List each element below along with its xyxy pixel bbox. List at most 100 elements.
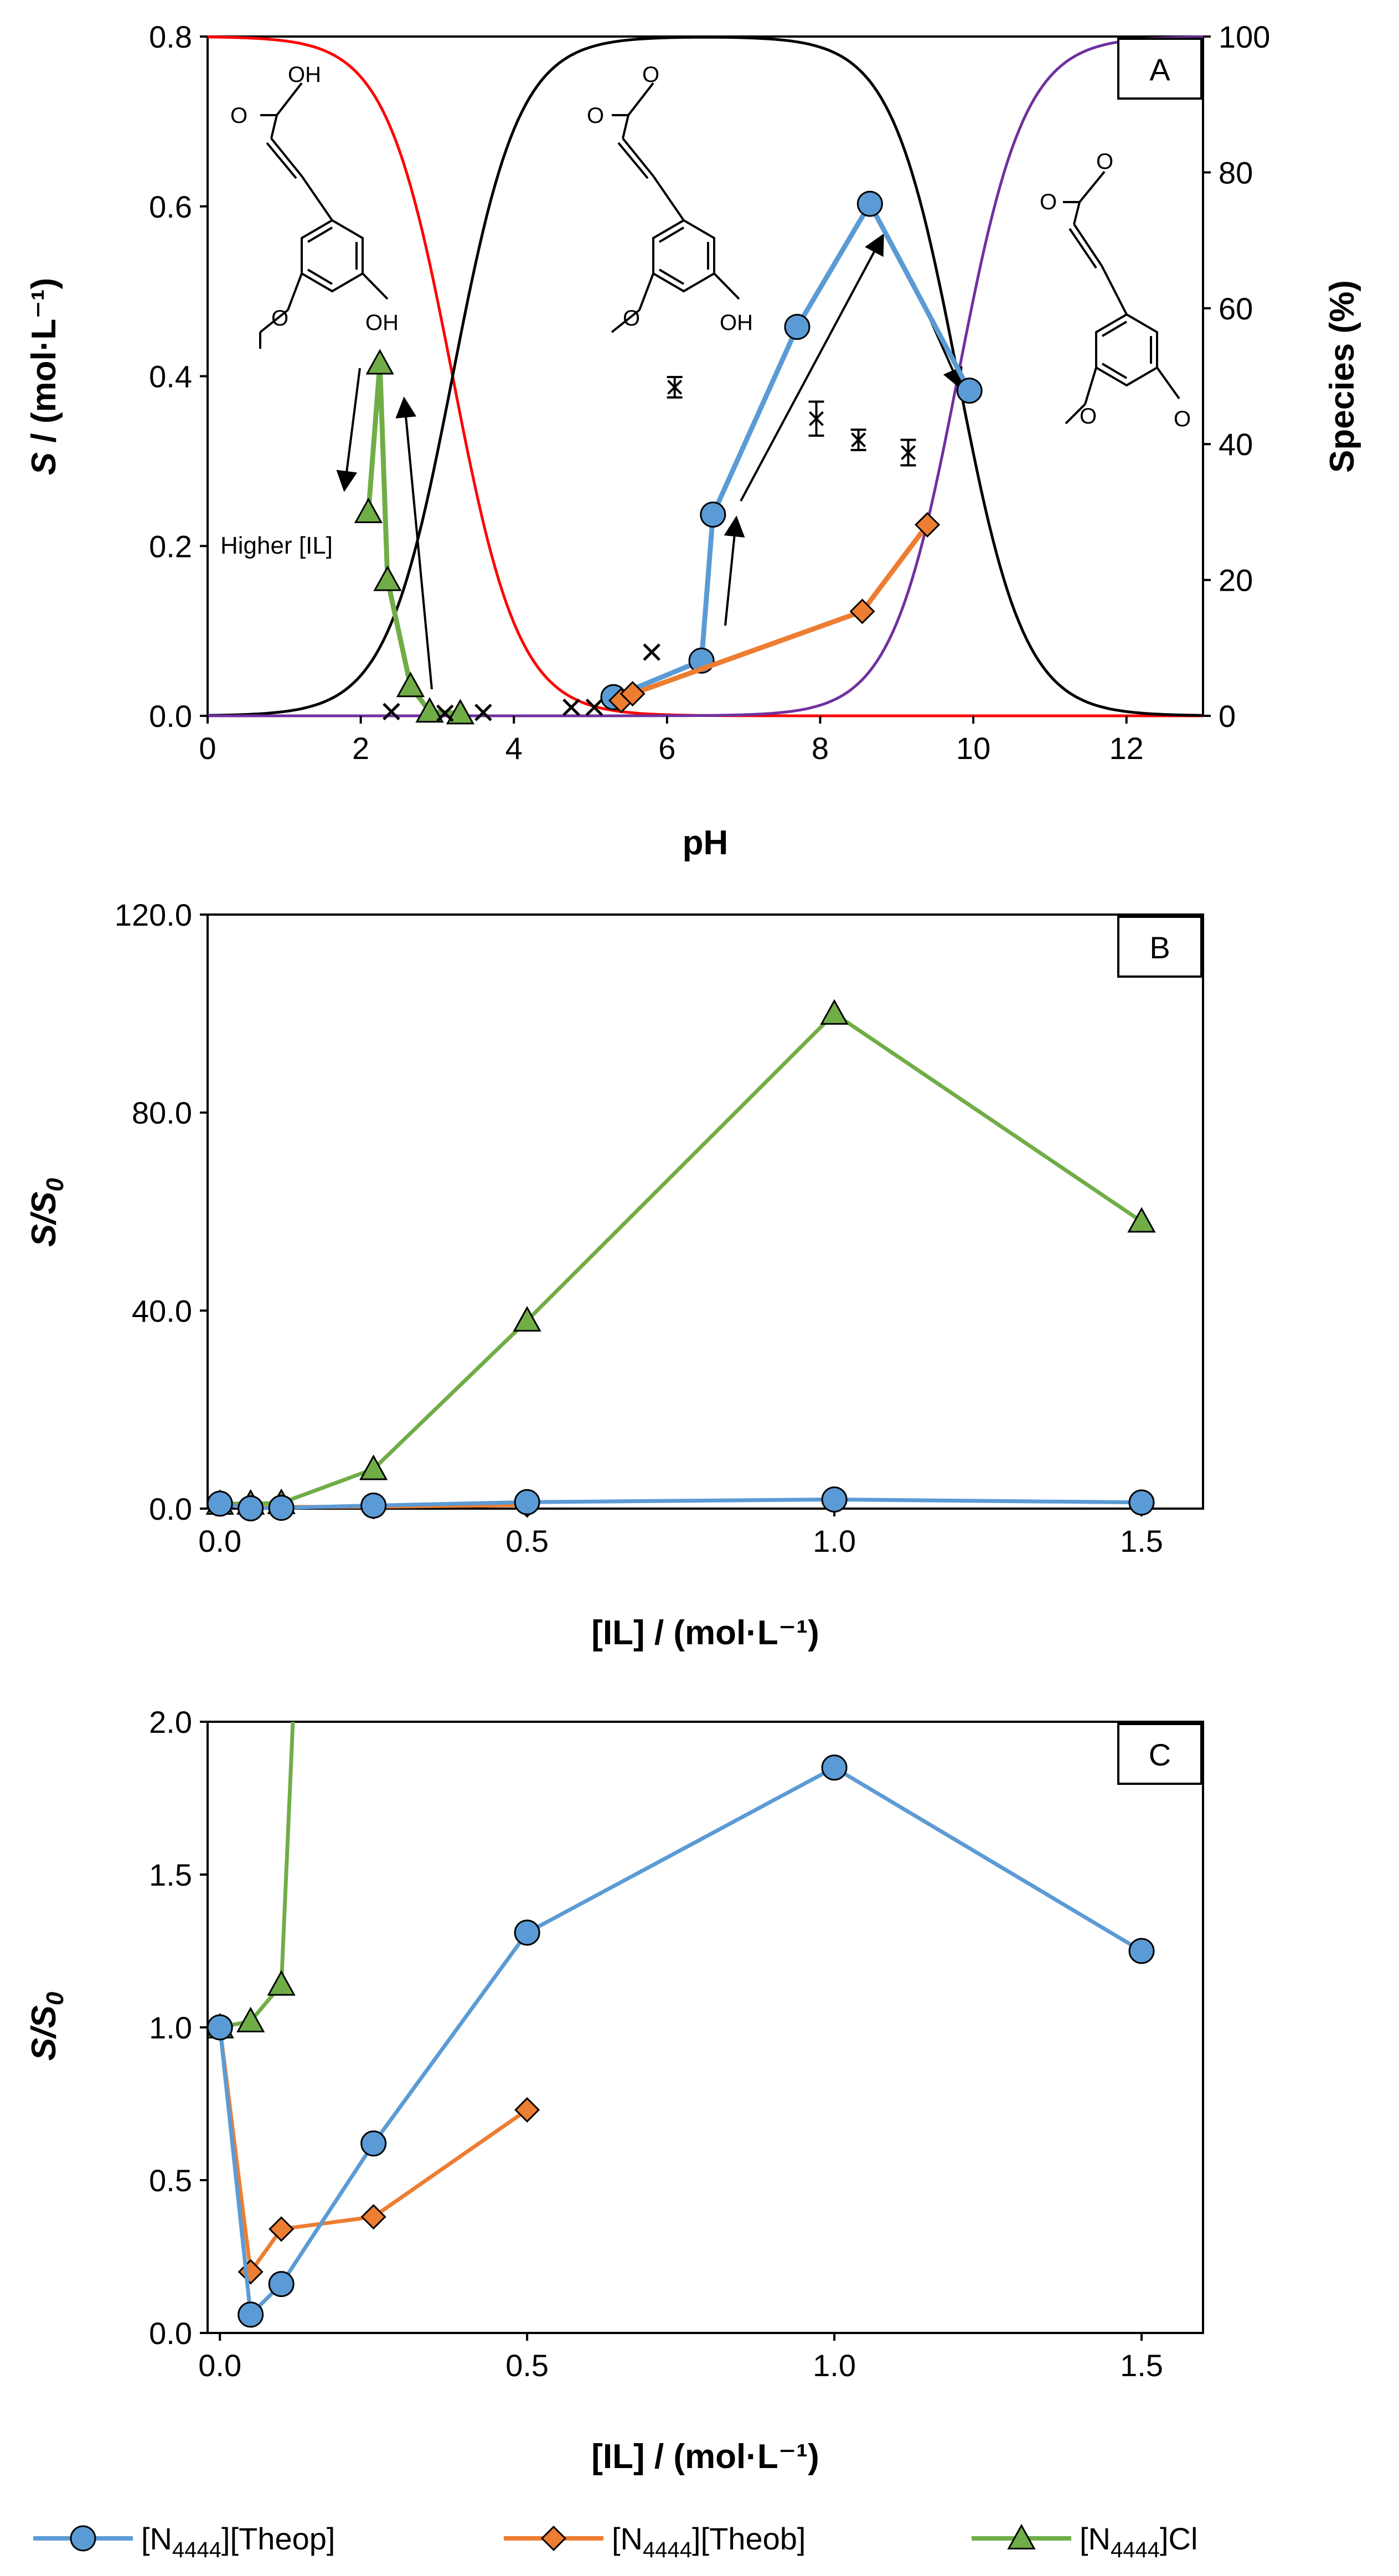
marker-cl-4 (415, 697, 444, 723)
panel-b-label-box (1117, 916, 1202, 978)
legend-label-post-2: ]Cl (1160, 2521, 1197, 2556)
y-tick-label-4: 0.8 (149, 19, 192, 54)
panel-b-plot-area (207, 913, 1204, 1510)
legend-label-post-0: ][Theop] (221, 2521, 335, 2556)
panel-c-label-box (1117, 1723, 1202, 1785)
marker-theop-4 (514, 1489, 540, 1515)
structure-label-o-right: O (1040, 190, 1057, 214)
y-tick-label-1: 0.5 (149, 2163, 192, 2198)
series-cl-2 (354, 349, 475, 725)
y-tick-label-2: 80.0 (132, 1096, 192, 1130)
panel-c-ticks: 0.0 0.5 1.0 1.5 0.0 0.5 1.0 1.5 2.0 (149, 1705, 1163, 2383)
y-tick-label-3: 1.5 (149, 1857, 192, 1892)
x-tick-label-2: 4 (505, 731, 523, 766)
marker-black-3 (562, 698, 580, 716)
legend-label-sub-1: 4444 (643, 2538, 692, 2562)
marker-black-3-stroke-b (562, 698, 580, 716)
panel-a-label-box (1117, 38, 1202, 100)
panel-b-series (205, 999, 1156, 1521)
y-right-tick-label-5: 100 (1219, 19, 1270, 54)
x-tick-label-1: 0.5 (505, 1524, 549, 1558)
y-tick-label-0: 0.0 (149, 2316, 192, 2351)
y-right-tick-label-2: 40 (1219, 427, 1253, 462)
marker-theop-2 (268, 2271, 295, 2298)
errbar-point-0 (667, 376, 683, 399)
panel-c-y-title-sub: 0 (42, 1991, 69, 2005)
errbar-x-b (667, 380, 683, 395)
marker-theop-1 (238, 2301, 264, 2328)
y-tick-label-1: 0.2 (149, 529, 192, 564)
series-line-cl (219, 1722, 295, 2030)
marker-theop-5 (821, 1754, 848, 1781)
panel-c: 0.0 0.5 1.0 1.5 0.0 0.5 1.0 1.5 2.0 C [IL] / (mo… (25, 1705, 1204, 2476)
marker-cl-3 (359, 1454, 388, 1480)
errbar-point-3 (900, 438, 916, 467)
errbar-x-b (809, 411, 824, 426)
y-tick-label-0: 0.0 (149, 699, 192, 734)
y-right-tick-label-1: 20 (1219, 563, 1253, 598)
x-tick-label-2: 1.0 (813, 2348, 856, 2383)
marker-black-0 (383, 703, 400, 721)
panel-a-series (354, 190, 983, 725)
marker-theop-1 (238, 1495, 264, 1521)
panel-b-y-axis-title: S/S0 (25, 1178, 69, 1247)
legend: [N4444][Theop] [N4444][Theob] [N4444]Cl (33, 2521, 1197, 2562)
panel-c-series (208, 1722, 1155, 2328)
marker-theob-3 (915, 512, 941, 538)
panel-b-label: B (1149, 930, 1170, 965)
marker-theop-4 (514, 1919, 540, 1946)
x-tick-label-3: 6 (658, 731, 675, 766)
panel-c-y-axis-title: S/S0 (25, 1991, 69, 2061)
marker-cl-1 (236, 2006, 265, 2032)
marker-theop-0 (208, 2014, 233, 2041)
marker-cl-0 (354, 497, 383, 523)
marker-cl-3 (396, 672, 425, 698)
panel-c-label: C (1149, 1737, 1171, 1772)
y-tick-label-3: 120.0 (115, 897, 192, 932)
y-tick-label-2: 1.0 (149, 2010, 192, 2045)
marker-theop-3 (360, 2130, 387, 2157)
structure-label-oh-mid: OH (720, 311, 753, 335)
legend-label-sub-2: 4444 (1111, 2538, 1160, 2562)
arrow-up-left (395, 396, 433, 690)
series-theob-1 (608, 512, 941, 714)
series-black-3 (383, 643, 660, 722)
panel-a-ticks: 0 2 4 6 8 10 12 0.0 0.2 0.4 0.6 0.8 0 20 40 60 80 100 (149, 19, 1270, 766)
x-tick-label-1: 2 (352, 731, 369, 766)
marker-theop-3 (360, 1492, 387, 1519)
marker-theop-3 (784, 314, 811, 340)
marker-theob-1 (620, 681, 646, 707)
marker-black-2-stroke-b (474, 704, 492, 721)
y-right-tick-label-4: 80 (1219, 155, 1253, 190)
marker-theop-5 (821, 1486, 848, 1512)
y-tick-label-3: 0.6 (149, 189, 192, 224)
series-line-theop (612, 201, 972, 700)
panel-a-y-title-unit: / (mol·L⁻¹) (25, 278, 63, 452)
y-right-tick-label-0: 0 (1219, 699, 1236, 734)
series-black-4 (667, 376, 916, 467)
x-tick-label-0: 0.0 (198, 1524, 241, 1558)
marker-cl-2 (267, 1970, 296, 1996)
marker-cl-6 (1127, 1207, 1156, 1233)
marker-black-1 (436, 704, 454, 722)
structure-label-o-right-ring: O (1174, 407, 1191, 431)
marker-theop-2 (268, 1495, 295, 1521)
x-tick-label-0: 0.0 (198, 2348, 241, 2383)
marker-theop-6 (1128, 1489, 1155, 1516)
arrow-up-mid-1 (724, 515, 745, 626)
panel-b-x-axis-title: [IL] / (mol·L⁻¹) (591, 1614, 819, 1652)
x-tick-label-4: 8 (812, 731, 829, 766)
legend-item-2: [N4444]Cl (972, 2521, 1197, 2562)
marker-theob-2 (849, 598, 875, 624)
y-tick-label-2: 0.4 (149, 359, 192, 394)
structure-label-o-minus-mid: O (642, 63, 659, 87)
y-tick-label-4: 2.0 (149, 1705, 192, 1739)
marker-black-1-stroke-b (436, 704, 454, 722)
legend-label-post-1: ][Theob] (692, 2521, 806, 2556)
marker-black-0-stroke-b (383, 703, 400, 721)
marker-cl-4 (513, 1306, 541, 1332)
legend-marker-2 (1007, 2523, 1036, 2549)
marker-black-2 (474, 704, 492, 721)
marker-theop-2 (700, 502, 726, 528)
panel-c-x-axis-title: [IL] / (mol·L⁻¹) (591, 2438, 819, 2476)
